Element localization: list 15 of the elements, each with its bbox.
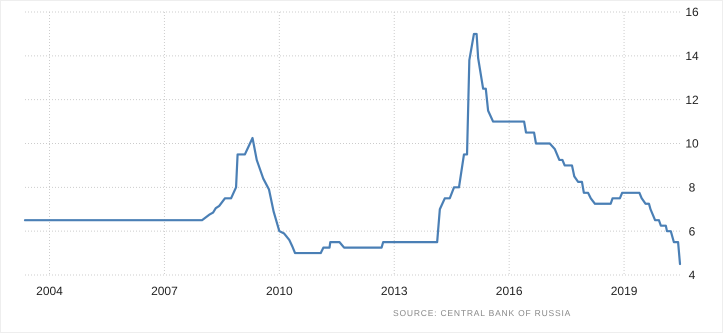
y-tick-label: 8	[688, 180, 696, 195]
x-tick-label: 2019	[610, 284, 638, 298]
x-tick-label: 2010	[266, 284, 294, 298]
y-tick-label: 16	[685, 5, 699, 20]
x-tick-label: 2004	[36, 284, 64, 298]
y-tick-label: 10	[685, 136, 699, 151]
source-note: SOURCE: CENTRAL BANK OF RUSSIA	[393, 308, 572, 318]
x-tick-label: 2016	[496, 284, 523, 298]
x-tick-label: 2007	[151, 284, 178, 298]
x-tick-label: 2013	[380, 284, 408, 298]
y-tick-label: 12	[685, 92, 699, 107]
y-tick-label: 4	[688, 268, 696, 282]
y-tick-label: 6	[688, 224, 696, 238]
line-series	[24, 32, 682, 266]
y-tick-label: 14	[685, 49, 699, 64]
